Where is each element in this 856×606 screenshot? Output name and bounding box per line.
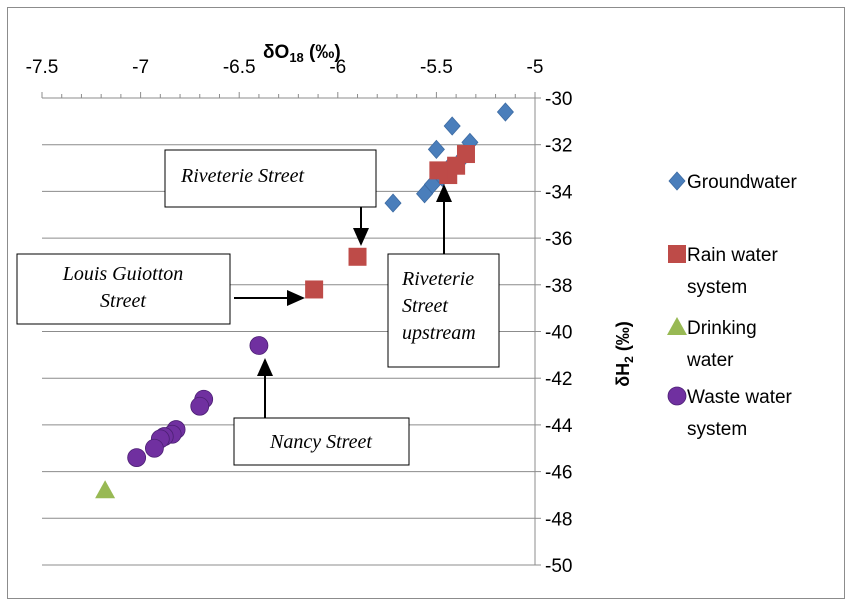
triangle-point <box>95 480 116 499</box>
square-point <box>305 280 324 299</box>
x-axis-title-sub: 18 <box>289 50 303 65</box>
y-tick-label: -34 <box>545 182 573 203</box>
annotation-text: Louis Guiotton Street <box>62 263 184 312</box>
x-axis-title-unit: (‰) <box>304 42 341 63</box>
y-tick-label: -40 <box>545 323 572 344</box>
circle-point <box>145 438 164 458</box>
circle-point <box>190 396 210 416</box>
y-tick-label: -32 <box>545 136 572 157</box>
y-tick-label: -42 <box>545 369 572 390</box>
data-points <box>95 102 514 499</box>
annotation-text: Riveterie Street upstream <box>401 268 476 344</box>
y-tick-label: -36 <box>545 229 572 250</box>
series-waste-water-system <box>127 336 269 467</box>
legend-label: Groundwater <box>687 172 798 193</box>
diamond-point <box>384 193 402 213</box>
legend-item: Rain water system <box>668 245 778 298</box>
y-tick-label: -48 <box>545 509 572 530</box>
annotation-line: Louis Guiotton <box>62 263 184 285</box>
legend-label-line: system <box>687 419 747 440</box>
legend-label-line: Drinking <box>687 318 757 339</box>
y-axis-title-unit: (‰) <box>613 321 633 356</box>
y-tick-label: -38 <box>545 276 572 297</box>
y-tick-label: -44 <box>545 416 573 437</box>
annotation-box <box>16 253 231 325</box>
annotation-line: Riveterie <box>401 268 474 290</box>
circle-point <box>249 336 269 355</box>
legend-item: Drinking water <box>667 317 757 371</box>
diamond-point <box>427 139 445 159</box>
x-tick-label: -6 <box>329 57 346 78</box>
legend-label: Drinking water <box>686 318 757 371</box>
circle-point <box>127 448 147 467</box>
annotation-nancy-street: Nancy Street <box>233 417 410 466</box>
annotation-box <box>233 417 410 466</box>
y-tick-label: -30 <box>545 89 572 110</box>
annotation-line: upstream <box>402 322 476 344</box>
square-point <box>429 161 448 180</box>
x-tick-label: -5.5 <box>420 57 453 78</box>
annotation-line: Street <box>100 290 146 312</box>
legend-marker <box>668 171 686 191</box>
annotation-louis-guiotton-street: Louis Guiotton Street <box>16 253 231 325</box>
annotation-box <box>164 149 377 208</box>
legend-label-line: Rain water <box>687 245 778 266</box>
x-axis-title-main: δO <box>263 42 289 63</box>
y-axis-title-sub: 2 <box>622 356 636 363</box>
legend-label-line: water <box>686 350 734 371</box>
legend-label-line: system <box>687 277 747 298</box>
annotation-line: Street <box>402 295 448 317</box>
diamond-point <box>443 116 461 136</box>
diamond-point <box>496 102 514 122</box>
y-axis-title-main: δH <box>613 363 633 387</box>
series-drinking-water <box>95 480 116 499</box>
diamond-point <box>416 184 434 204</box>
x-tick-label: -6.5 <box>223 57 256 78</box>
annotation-text: Riveterie Street <box>180 165 305 187</box>
annotation-riveterie-street-upstream: Riveterie Street upstream <box>387 253 500 368</box>
legend-item: Waste water system <box>667 386 793 440</box>
annotation-riveterie-street: Riveterie Street <box>164 149 377 208</box>
legend-label: Rain water system <box>687 245 778 298</box>
x-tick-label: -5 <box>527 57 544 78</box>
legend-label: Waste water system <box>687 387 793 440</box>
y-tick-label: -50 <box>545 556 572 577</box>
legend-marker <box>667 317 687 335</box>
gridlines <box>42 144 535 566</box>
square-point <box>348 247 367 266</box>
annotation-text: Nancy Street <box>269 431 372 453</box>
legend-marker <box>668 245 686 263</box>
x-tick-label: -7 <box>132 57 149 78</box>
legend-item: Groundwater <box>668 171 798 193</box>
y-tick-label: -46 <box>545 463 572 484</box>
x-axis-title: δO18 (‰) <box>263 42 341 65</box>
series-rain-water-system <box>305 145 475 299</box>
legend-label-line: Groundwater <box>687 172 798 193</box>
x-tick-label: -7.5 <box>26 57 59 78</box>
legend: Groundwater Rain water system Drinking water… <box>667 171 798 440</box>
annotation-line: Nancy Street <box>269 431 372 453</box>
legend-marker <box>667 386 687 406</box>
legend-label-line: Waste water <box>687 387 793 408</box>
y-axis-title: δH2 (‰) <box>613 321 636 387</box>
annotation-line: Riveterie Street <box>180 165 305 187</box>
axes: -30 -32 -34 -36 -38 -40 -42 -44 -46 -48 -50 -7.5 -7 -… <box>26 57 573 577</box>
